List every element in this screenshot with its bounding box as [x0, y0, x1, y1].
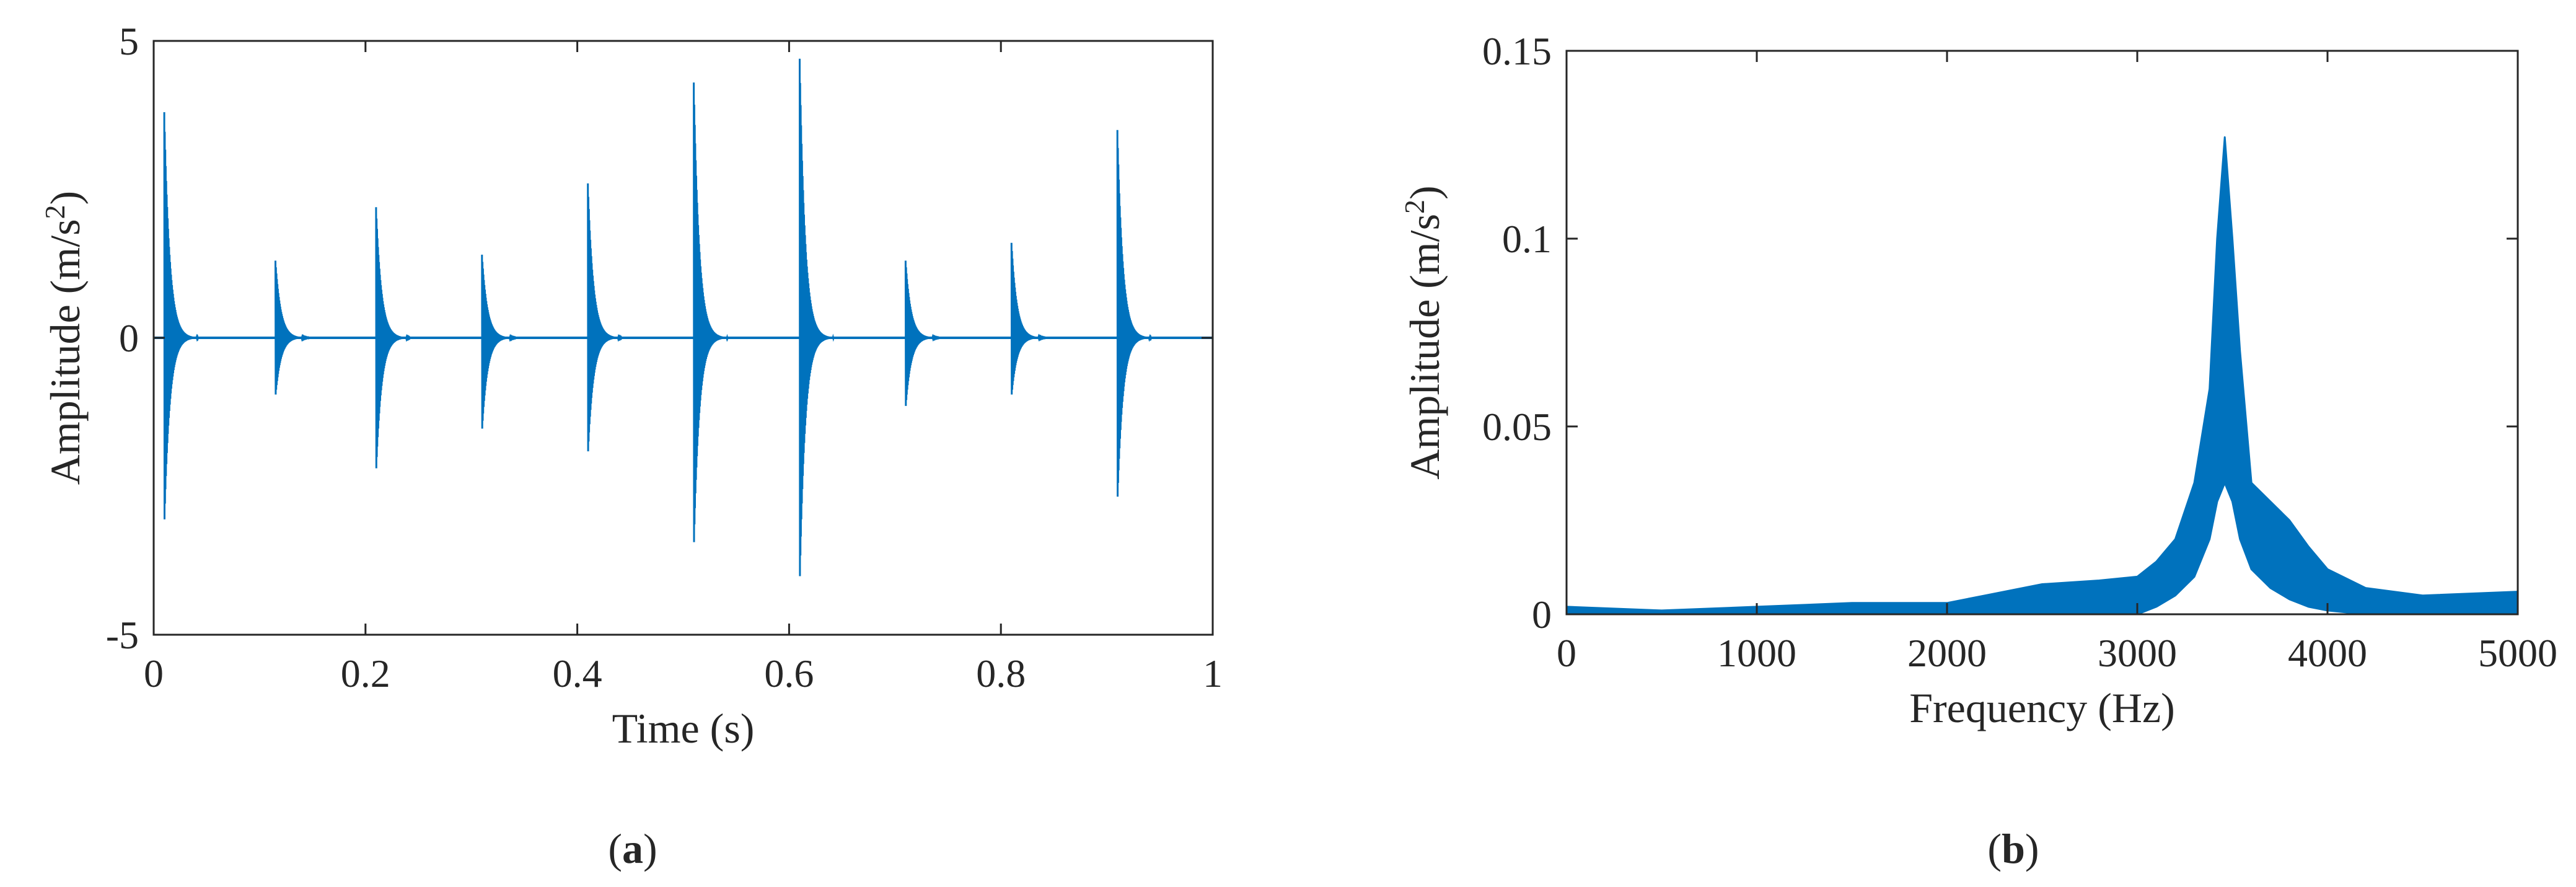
impulse-response-1 [163, 112, 200, 519]
impulse-response-5 [587, 183, 623, 452]
time-domain-x-tick-label: 0 [144, 651, 164, 695]
time-domain-y-axis-title-exponent: 2 [39, 205, 71, 219]
spectrum-band [1565, 136, 2519, 616]
time-domain-y-tick-label: 5 [119, 19, 139, 63]
frequency-domain-y-tick-label: 0 [1532, 593, 1552, 637]
frequency-spectrum [1565, 136, 2519, 616]
frequency-domain-y-tick-label: 0.1 [1502, 217, 1552, 261]
spectrum-peak-detail [2165, 142, 2319, 609]
time-domain-y-axis-title-close: ) [42, 191, 89, 205]
time-domain-x-axis-title: Time (s) [612, 705, 755, 752]
impulse-response-2 [275, 260, 310, 395]
panel-b-letter: b [2002, 825, 2025, 872]
impulse-response-10 [1116, 130, 1153, 497]
time-domain-signal [154, 58, 1213, 576]
impulse-response-6 [693, 82, 729, 542]
frequency-domain-x-tick-label: 0 [1557, 631, 1576, 675]
frequency-domain-x-tick-label: 3000 [2098, 631, 2177, 675]
frequency-domain-y-axis-title-close: ) [1401, 185, 1448, 200]
panel-b-label: (b) [1987, 825, 2039, 872]
frequency-domain-y-axis-title-exponent: 2 [1399, 200, 1430, 214]
panel-b-open-paren: ( [1987, 825, 2002, 872]
time-domain-x-tick-label: 1 [1203, 651, 1223, 695]
frequency-domain-ticks: 0 1000 2000 3000 4000 5000 0 0.05 0.1 0.15 [1482, 29, 2557, 675]
panel-b-close-paren: ) [2025, 825, 2039, 872]
frequency-domain-y-tick-label: 0.15 [1482, 29, 1552, 73]
frequency-domain-x-tick-label: 1000 [1717, 631, 1796, 675]
frequency-domain-panel: 0 1000 2000 3000 4000 5000 0 0.05 0.1 0.15 Freque… [1399, 29, 2557, 872]
frequency-domain-y-tick-label: 0.05 [1482, 405, 1552, 449]
panel-a-close-paren: ) [643, 825, 657, 872]
time-domain-y-tick-label: 0 [119, 316, 139, 360]
impulse-response-9 [1010, 242, 1047, 395]
frequency-domain-axes-box [1565, 50, 2519, 616]
time-domain-panel: 0 0.2 0.4 0.6 0.8 1-505 Time (s) Amplitude (m… [39, 19, 1223, 872]
impulse-response-7 [799, 58, 835, 576]
frequency-domain-y-axis-title-text: Amplitude (m/s [1401, 214, 1448, 480]
time-domain-x-tick-label: 0.4 [553, 651, 602, 695]
frequency-domain-y-axis-title: Amplitude (m/s2) [1399, 185, 1448, 479]
panel-a-label: (a) [608, 825, 657, 872]
panel-a-open-paren: ( [608, 825, 622, 872]
impulse-response-8 [904, 260, 941, 406]
time-domain-y-axis-title: Amplitude (m/s2) [39, 191, 89, 485]
impulse-response-3 [375, 207, 411, 469]
time-domain-x-tick-label: 0.2 [341, 651, 390, 695]
frequency-domain-x-tick-label: 5000 [2478, 631, 2557, 675]
panel-a-letter: a [622, 825, 643, 872]
time-domain-x-tick-label: 0.8 [976, 651, 1026, 695]
frequency-domain-x-tick-label: 4000 [2288, 631, 2367, 675]
impulse-response-4 [481, 254, 517, 429]
time-domain-x-tick-label: 0.6 [764, 651, 814, 695]
time-domain-ticks: 0 0.2 0.4 0.6 0.8 1-505 [106, 19, 1223, 695]
frequency-domain-x-axis-title: Frequency (Hz) [1909, 684, 2175, 731]
time-domain-y-tick-label: -5 [106, 613, 139, 657]
frequency-domain-x-tick-label: 2000 [1907, 631, 1987, 675]
time-domain-y-axis-title-text: Amplitude (m/s [42, 219, 89, 485]
